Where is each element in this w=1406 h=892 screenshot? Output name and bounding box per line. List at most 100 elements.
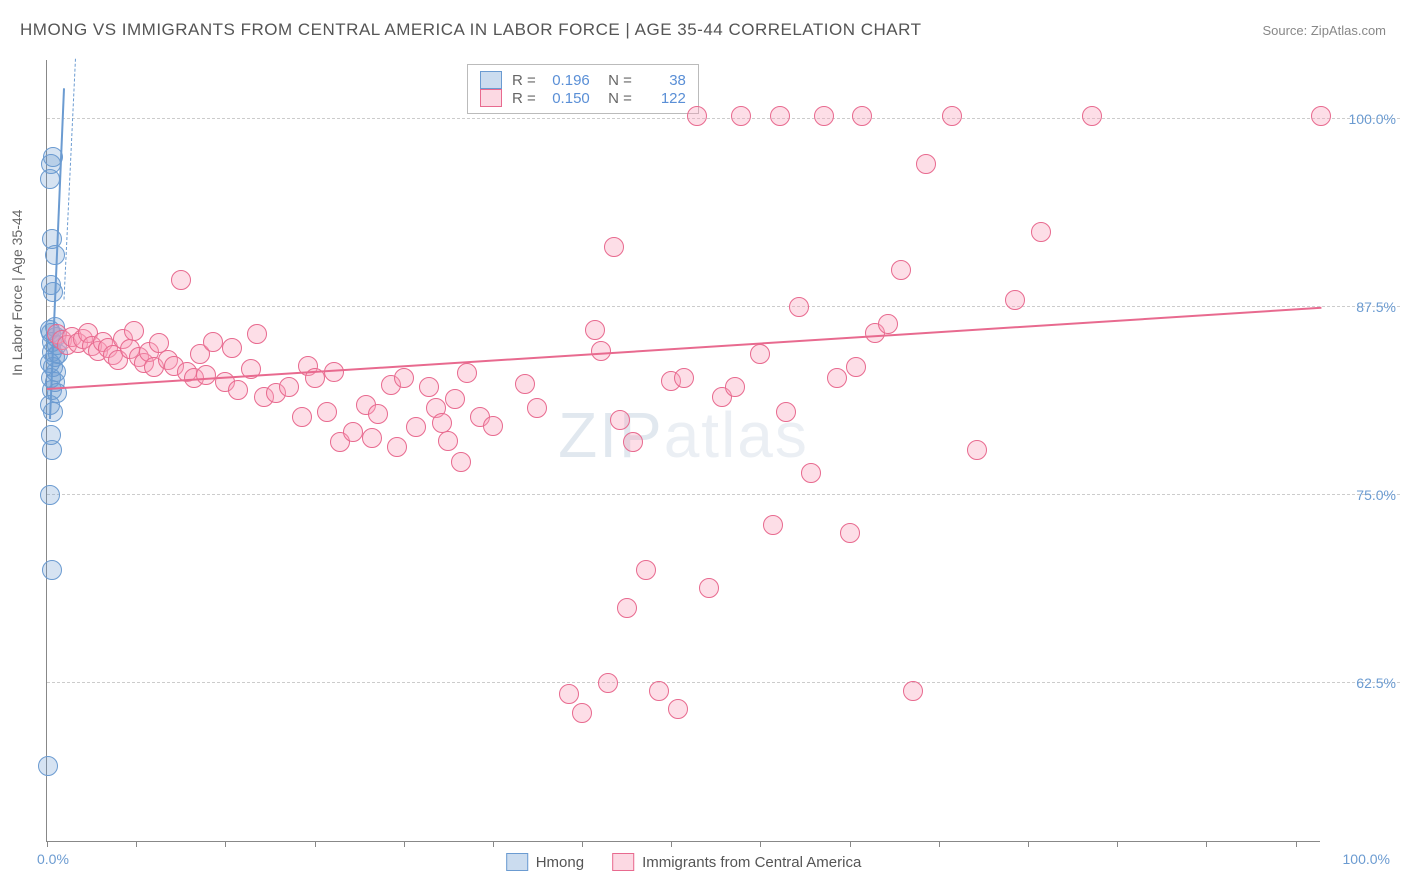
y-tick-label: 75.0% (1356, 487, 1396, 503)
data-point-hmong (38, 756, 58, 776)
data-point-central_america (699, 578, 719, 598)
data-point-central_america (368, 404, 388, 424)
y-tick-label: 62.5% (1356, 675, 1396, 691)
legend-label: Hmong (536, 854, 584, 871)
x-tick (225, 841, 226, 847)
stats-legend-row: R =0.150 N =122 (480, 89, 686, 107)
x-tick (315, 841, 316, 847)
data-point-hmong (40, 169, 60, 189)
series-legend: Hmong Immigrants from Central America (506, 853, 862, 871)
data-point-central_america (445, 389, 465, 409)
stats-legend: R =0.196 N =38R =0.150 N =122 (467, 64, 699, 114)
data-point-central_america (967, 440, 987, 460)
x-tick (1117, 841, 1118, 847)
gridline: 75.0% (47, 494, 1400, 495)
x-tick (404, 841, 405, 847)
data-point-central_america (527, 398, 547, 418)
data-point-central_america (623, 432, 643, 452)
gridline: 100.0% (47, 118, 1400, 119)
data-point-central_america (827, 368, 847, 388)
data-point-central_america (1082, 106, 1102, 126)
data-point-central_america (247, 324, 267, 344)
n-value: 38 (642, 72, 686, 89)
r-label: R = (512, 72, 536, 89)
data-point-central_america (852, 106, 872, 126)
data-point-central_america (317, 402, 337, 422)
data-point-central_america (1311, 106, 1331, 126)
data-point-hmong (42, 560, 62, 580)
data-point-central_america (279, 377, 299, 397)
data-point-central_america (789, 297, 809, 317)
data-point-central_america (770, 106, 790, 126)
data-point-central_america (451, 452, 471, 472)
plot-area: In Labor Force | Age 35-44 ZIPatlas 0.0%… (46, 60, 1320, 842)
data-point-central_america (891, 260, 911, 280)
legend-swatch (612, 853, 634, 871)
x-tick (1206, 841, 1207, 847)
y-tick-label: 87.5% (1356, 299, 1396, 315)
x-tick (939, 841, 940, 847)
x-tick (136, 841, 137, 847)
data-point-hmong (42, 440, 62, 460)
data-point-central_america (362, 428, 382, 448)
n-label: N = (600, 72, 632, 89)
chart-title: HMONG VS IMMIGRANTS FROM CENTRAL AMERICA… (20, 20, 921, 40)
data-point-central_america (801, 463, 821, 483)
data-point-central_america (725, 377, 745, 397)
legend-swatch (480, 89, 502, 107)
legend-item: Immigrants from Central America (612, 853, 861, 871)
data-point-central_america (203, 332, 223, 352)
x-axis-min-label: 0.0% (37, 851, 69, 867)
data-point-central_america (222, 338, 242, 358)
x-tick (671, 841, 672, 847)
x-tick (1028, 841, 1029, 847)
n-value: 122 (642, 90, 686, 107)
data-point-central_america (916, 154, 936, 174)
data-point-central_america (610, 410, 630, 430)
data-point-hmong (40, 485, 60, 505)
data-point-central_america (840, 523, 860, 543)
legend-swatch (506, 853, 528, 871)
legend-swatch (480, 71, 502, 89)
x-tick (760, 841, 761, 847)
data-point-central_america (903, 681, 923, 701)
data-point-central_america (559, 684, 579, 704)
data-point-central_america (776, 402, 796, 422)
data-point-central_america (419, 377, 439, 397)
data-point-central_america (878, 314, 898, 334)
y-tick-label: 100.0% (1349, 111, 1396, 127)
data-point-central_america (636, 560, 656, 580)
data-point-central_america (763, 515, 783, 535)
gridline: 62.5% (47, 682, 1400, 683)
data-point-central_america (387, 437, 407, 457)
watermark: ZIPatlas (558, 398, 809, 472)
data-point-central_america (483, 416, 503, 436)
n-label: N = (600, 90, 632, 107)
legend-item: Hmong (506, 853, 584, 871)
data-point-central_america (750, 344, 770, 364)
data-point-central_america (668, 699, 688, 719)
data-point-central_america (394, 368, 414, 388)
data-point-central_america (674, 368, 694, 388)
data-point-central_america (1031, 222, 1051, 242)
data-point-central_america (438, 431, 458, 451)
data-point-central_america (942, 106, 962, 126)
data-point-central_america (591, 341, 611, 361)
x-axis-max-label: 100.0% (1343, 851, 1390, 867)
data-point-central_america (585, 320, 605, 340)
r-label: R = (512, 90, 536, 107)
data-point-central_america (649, 681, 669, 701)
chart-container: HMONG VS IMMIGRANTS FROM CENTRAL AMERICA… (0, 0, 1406, 892)
data-point-central_america (196, 365, 216, 385)
x-tick (850, 841, 851, 847)
data-point-central_america (1005, 290, 1025, 310)
source-attribution: Source: ZipAtlas.com (1262, 23, 1386, 38)
data-point-central_america (292, 407, 312, 427)
data-point-central_america (687, 106, 707, 126)
data-point-central_america (814, 106, 834, 126)
title-bar: HMONG VS IMMIGRANTS FROM CENTRAL AMERICA… (20, 20, 1386, 40)
x-tick (1296, 841, 1297, 847)
stats-legend-row: R =0.196 N =38 (480, 71, 686, 89)
gridline: 87.5% (47, 306, 1400, 307)
data-point-central_america (598, 673, 618, 693)
